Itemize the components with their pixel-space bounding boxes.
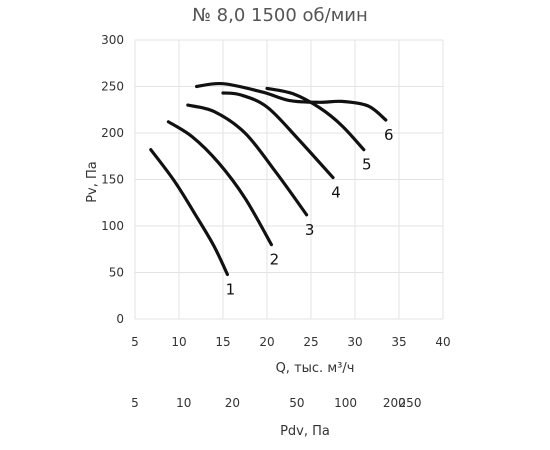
pdv-axis-label: Pdv, Па xyxy=(280,424,330,439)
pdv-tick-label: 5 xyxy=(131,396,139,410)
curve-label-6: 6 xyxy=(384,126,394,144)
curve-label-1: 1 xyxy=(226,280,236,298)
y-axis-label: Pv, Па xyxy=(85,161,100,203)
pdv-tick-label: 200 xyxy=(383,396,406,410)
x-tick-label: 20 xyxy=(259,335,274,349)
pdv-tick-label: 250 xyxy=(399,396,422,410)
y-tick-label: 150 xyxy=(101,173,124,187)
curve-4 xyxy=(221,91,335,180)
y-axis-ticks: 0 50 100 150 200 250 300 xyxy=(101,33,124,326)
curve-label-3: 3 xyxy=(305,221,315,239)
curves xyxy=(149,81,388,276)
x-tick-label: 40 xyxy=(435,335,450,349)
curve-1 xyxy=(149,148,229,276)
pdv-tick-label: 100 xyxy=(334,396,357,410)
curve-label-5: 5 xyxy=(362,156,372,174)
y-tick-label: 100 xyxy=(101,219,124,233)
x-axis-ticks: 5 10 15 20 25 30 35 40 xyxy=(131,335,450,349)
pdv-tick-label: 50 xyxy=(289,396,304,410)
x-tick-label: 35 xyxy=(391,335,406,349)
y-tick-label: 300 xyxy=(101,33,124,47)
curve-labels: 1 2 3 4 56 xyxy=(226,126,394,298)
y-tick-label: 250 xyxy=(101,80,124,94)
x-axis-label: Q, тыс. м³/ч xyxy=(276,361,355,376)
y-tick-label: 0 xyxy=(116,312,124,326)
x-tick-label: 30 xyxy=(347,335,362,349)
curve-6 xyxy=(195,81,388,122)
curve-2 xyxy=(166,120,273,247)
curve-label-2: 2 xyxy=(270,251,280,269)
pdv-tick-label: 20 xyxy=(225,396,240,410)
curve-3 xyxy=(186,103,309,217)
grid xyxy=(134,39,444,320)
curve-5 xyxy=(265,86,366,152)
y-tick-label: 50 xyxy=(109,266,124,280)
pdv-tick-label: 10 xyxy=(176,396,191,410)
chart-title: № 8,0 1500 об/мин xyxy=(192,5,368,26)
y-tick-label: 200 xyxy=(101,126,124,140)
x-tick-label: 10 xyxy=(171,335,186,349)
curve-label-4: 4 xyxy=(331,184,341,202)
x-tick-label: 5 xyxy=(131,335,139,349)
x-tick-label: 15 xyxy=(215,335,230,349)
x-tick-label: 25 xyxy=(303,335,318,349)
